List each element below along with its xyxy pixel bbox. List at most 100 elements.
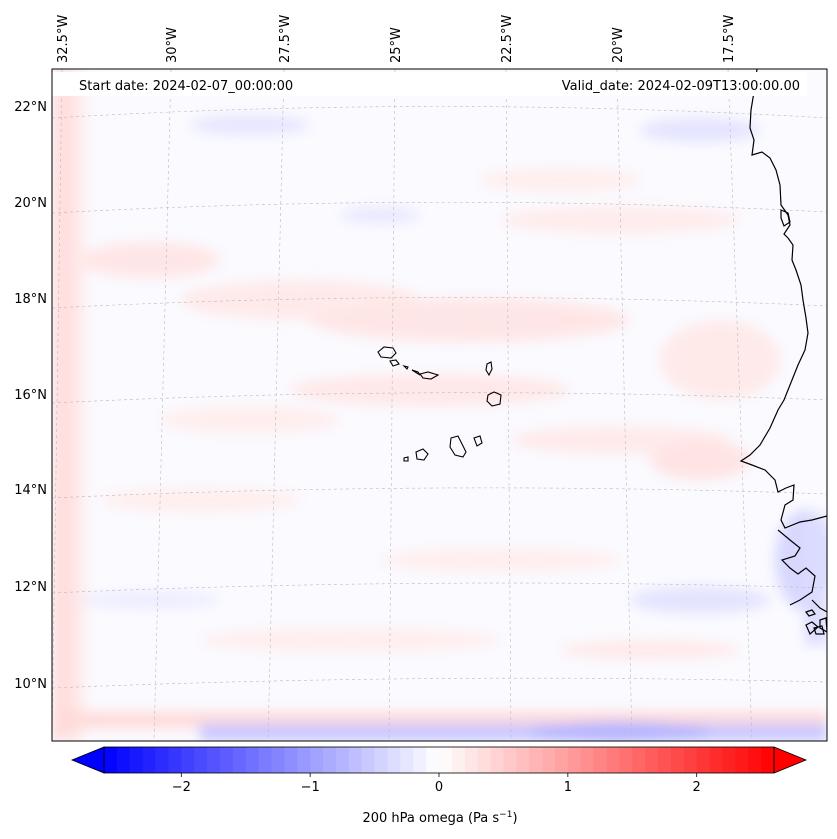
colorbar-cell	[554, 747, 569, 773]
island-santiago	[449, 435, 467, 458]
colorbar-cell	[297, 747, 311, 773]
colorbar-cell	[361, 747, 375, 773]
island-sao-nicolau	[411, 369, 421, 376]
colorbar-cells	[104, 747, 775, 773]
island-santa-luzia	[402, 364, 409, 370]
island-bijagos-4	[813, 625, 825, 635]
map-panel: Start date: 2024-02-07_00:00:00 Valid_da…	[51, 68, 828, 742]
colorbar-cell	[451, 747, 466, 773]
island-boa-vista	[486, 391, 502, 407]
colorbar-cell	[709, 747, 723, 773]
colorbar-label-exp: −1	[499, 810, 512, 820]
colorbar-cell	[207, 747, 221, 773]
lon-label-32-5w: 32.5°W	[56, 15, 71, 63]
island-bijagos-3	[819, 617, 827, 633]
colorbar-cell	[542, 747, 556, 773]
colorbar-cell	[696, 747, 710, 773]
colorbar-cell	[748, 747, 762, 773]
colorbar-label-suffix: )	[512, 811, 517, 826]
colorbar-cell	[567, 747, 582, 773]
cape-verde-islands	[377, 346, 502, 462]
lat-label-16n: 16°N	[14, 388, 47, 403]
colorbar: −2 −1 0 1 2 200 hPa omega (Pa s−1)	[70, 746, 808, 826]
lat-label-14n: 14°N	[14, 483, 47, 498]
lat-label-12n: 12°N	[14, 580, 47, 595]
island-bijagos-1	[805, 609, 816, 617]
island-sal	[485, 361, 493, 377]
coastline-bissau	[811, 599, 827, 613]
colorbar-cell	[155, 747, 169, 773]
colorbar-cell	[116, 747, 131, 773]
colorbar-cell	[323, 747, 337, 773]
colorbar-cell	[464, 747, 479, 773]
valid-date-label: Valid_date: 2024-02-09T13:00:00.00	[562, 79, 800, 94]
island-maio	[473, 435, 483, 447]
colorbar-cell	[104, 747, 118, 773]
colorbar-cell	[490, 747, 504, 773]
colorbar-cell	[426, 747, 440, 773]
colorbar-extend-low	[70, 746, 105, 774]
colorbar-cell	[658, 747, 672, 773]
colorbar-cell	[232, 747, 247, 773]
lon-label-17-5w: 17.5°W	[722, 15, 737, 63]
lat-label-20n: 20°N	[14, 196, 47, 211]
colorbar-label-main: 200 hPa omega (Pa s	[362, 811, 499, 826]
lon-label-30w: 30°W	[165, 27, 180, 63]
colorbar-tick-label: −2	[172, 780, 191, 795]
island-santo-antao	[377, 346, 397, 359]
colorbar-tick-label: 2	[693, 780, 701, 795]
colorbar-cell	[735, 747, 749, 773]
colorbar-cell	[529, 747, 543, 773]
colorbar-cell	[516, 747, 530, 773]
latitude-labels: 22°N 20°N 18°N 16°N 14°N 12°N 10°N	[14, 100, 47, 692]
gridlines	[52, 69, 827, 741]
colorbar-cell	[477, 747, 491, 773]
west-africa-coastline	[739, 69, 827, 635]
colorbar-cell	[619, 747, 633, 773]
colorbar-ticks: −2 −1 0 1 2	[172, 773, 701, 795]
colorbar-cell	[310, 747, 324, 773]
coastline-south	[777, 529, 816, 606]
lat-label-18n: 18°N	[14, 292, 47, 307]
colorbar-cell	[593, 747, 607, 773]
lat-label-22n: 22°N	[14, 100, 47, 115]
lat-label-10n: 10°N	[14, 677, 47, 692]
colorbar-cell	[129, 747, 144, 773]
colorbar-cell	[670, 747, 685, 773]
colorbar-cell	[168, 747, 182, 773]
lon-label-25w: 25°W	[389, 27, 404, 63]
lon-label-20w: 20°W	[611, 27, 626, 63]
colorbar-cell	[181, 747, 195, 773]
colorbar-cell	[142, 747, 156, 773]
colorbar-cell	[580, 747, 595, 773]
colorbar-cell	[632, 747, 646, 773]
colorbar-cell	[503, 747, 517, 773]
island-dakar-arc	[780, 209, 791, 227]
omega-field-shading	[52, 69, 827, 741]
map-frame	[51, 68, 828, 742]
island-sao-nicolau-east	[419, 371, 440, 380]
colorbar-cell	[271, 747, 285, 773]
start-date-label: Start date: 2024-02-07_00:00:00	[79, 79, 293, 94]
annotation-band	[52, 72, 807, 96]
lon-label-22-5w: 22.5°W	[500, 15, 515, 63]
colorbar-cell	[374, 747, 388, 773]
lon-label-27-5w: 27.5°W	[278, 15, 293, 63]
colorbar-extend-high	[773, 746, 808, 774]
colorbar-cell	[683, 747, 698, 773]
colorbar-cell	[348, 747, 363, 773]
colorbar-tick-label: −1	[301, 780, 320, 795]
colorbar-tick-label: 0	[435, 780, 443, 795]
colorbar-cell	[722, 747, 736, 773]
longitude-labels: 32.5°W 30°W 27.5°W 25°W 22.5°W 20°W 17.5…	[56, 15, 737, 63]
colorbar-cell	[761, 747, 775, 773]
colorbar-cell	[387, 747, 401, 773]
colorbar-cell	[194, 747, 208, 773]
colorbar-cell	[284, 747, 298, 773]
island-fogo	[415, 448, 429, 461]
colorbar-cell	[413, 747, 427, 773]
colorbar-cell	[439, 747, 453, 773]
colorbar-label: 200 hPa omega (Pa s−1)	[362, 810, 517, 826]
colorbar-tick-label: 1	[564, 780, 572, 795]
